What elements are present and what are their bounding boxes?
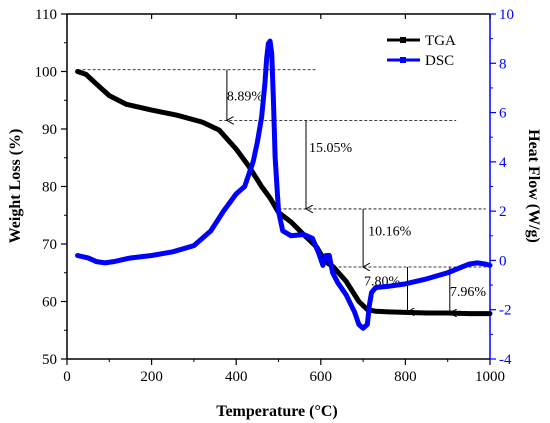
x-tick-label: 0 (63, 369, 71, 385)
left-axis-title: Weight Loss (%) (7, 129, 24, 244)
x-tick-label: 400 (225, 369, 248, 385)
series-line-dsc (75, 38, 493, 331)
legend: TGA DSC (387, 33, 456, 69)
left-y-tick-label: 50 (42, 352, 57, 368)
legend-label-dsc: DSC (425, 53, 454, 69)
right-y-tick-label: 10 (499, 7, 514, 23)
left-y-tick-label: 100 (35, 65, 58, 81)
left-y-tick-label: 110 (35, 7, 57, 23)
right-y-tick-label: 0 (499, 253, 507, 269)
right-y-tick-label: 2 (499, 204, 507, 220)
mass-loss-label: 8.89% (227, 89, 263, 104)
mass-loss-label: 7.96% (450, 285, 487, 300)
left-y-tick-label: 60 (42, 295, 57, 311)
legend-label-tga: TGA (425, 33, 456, 49)
x-tick-label: 200 (140, 369, 163, 385)
right-y-tick-label: 4 (499, 155, 507, 171)
right-y-tick-label: -2 (499, 303, 512, 319)
mass-loss-label: 10.16% (368, 224, 412, 239)
x-axis-title: Temperature (°C) (216, 403, 337, 420)
right-y-tick-label: -4 (499, 352, 512, 368)
x-tick-label: 1000 (475, 369, 505, 385)
legend-marker-dsc (400, 57, 406, 63)
x-tick-label: 600 (310, 369, 333, 385)
right-axis-title: Heat Flow (W/g) (525, 129, 542, 243)
right-y-tick-label: 6 (499, 106, 507, 122)
left-y-tick-label: 70 (42, 237, 57, 253)
series-layer (75, 38, 493, 331)
legend-marker-tga (400, 37, 406, 43)
series-line-tga (75, 69, 493, 317)
right-y-tick-label: 8 (499, 56, 507, 72)
left-y-tick-label: 90 (42, 122, 57, 138)
x-tick-label: 800 (394, 369, 417, 385)
left-y-tick-label: 80 (42, 180, 57, 196)
axes: 0 200 400 600 800 1000 50 60 70 80 90 100 110 -4 -2 0 2 4… (35, 7, 515, 385)
mass-loss-label: 15.05% (309, 141, 353, 156)
